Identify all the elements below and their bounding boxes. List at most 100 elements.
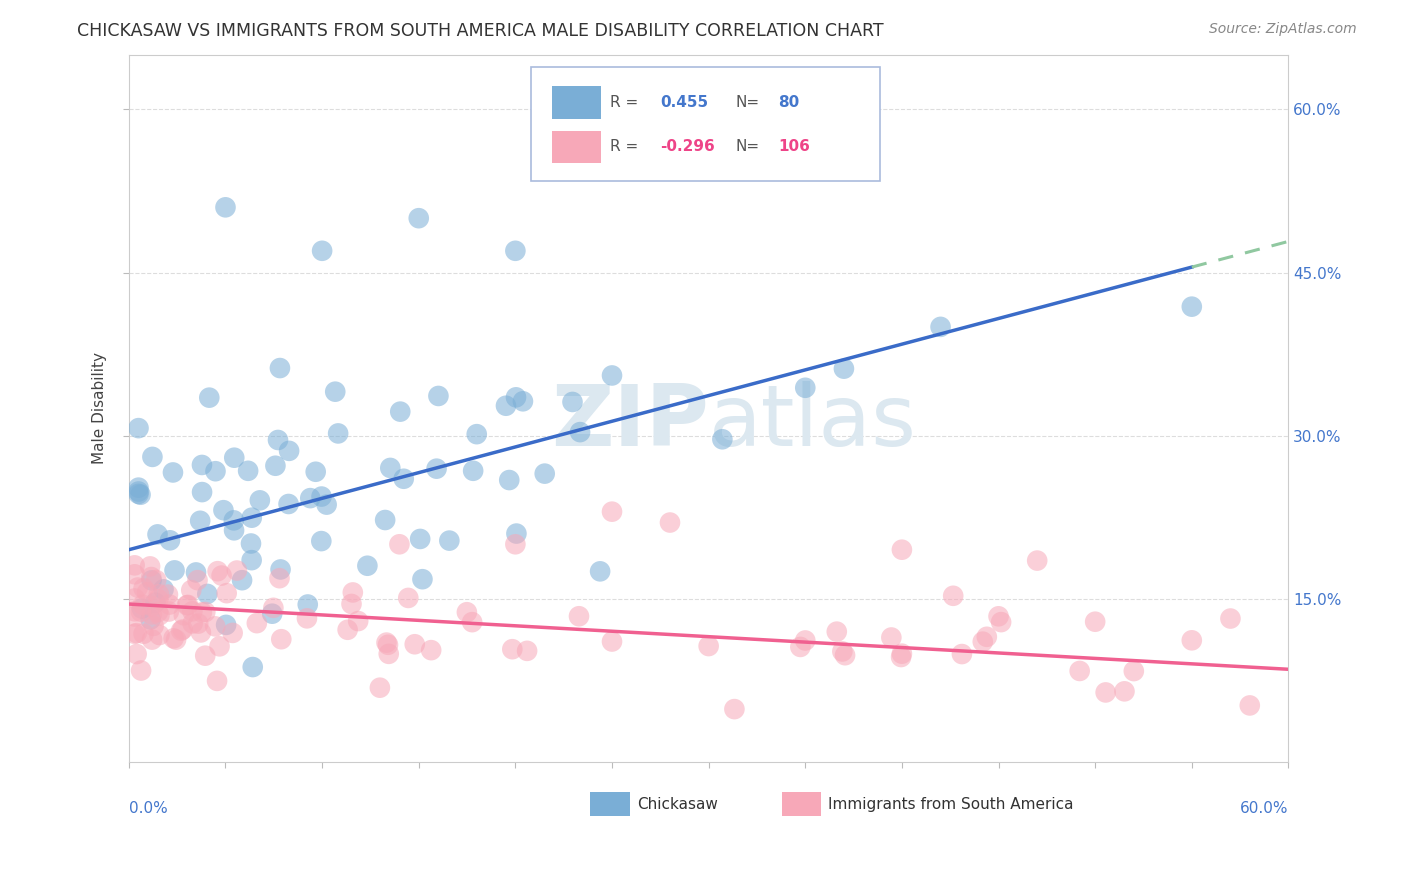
Point [156, 588, 179, 602]
Point [127, 581, 149, 595]
Point [211, 568, 233, 582]
Point [834, 648, 856, 663]
Point [269, 571, 291, 585]
Point [512, 394, 534, 409]
Text: -0.296: -0.296 [659, 139, 714, 154]
Y-axis label: Male Disability: Male Disability [93, 352, 107, 465]
Point [231, 573, 253, 587]
Point [191, 605, 214, 619]
Point [172, 623, 194, 637]
Point [600, 368, 623, 383]
Point [297, 598, 319, 612]
Point [1026, 553, 1049, 567]
Point [195, 587, 218, 601]
Point [890, 542, 912, 557]
Point [505, 390, 527, 404]
Point [145, 573, 167, 587]
Point [498, 473, 520, 487]
Point [184, 566, 207, 580]
Point [240, 553, 263, 567]
Point [311, 534, 333, 549]
Point [225, 564, 247, 578]
Point [141, 599, 163, 614]
Point [176, 599, 198, 613]
Point [278, 443, 301, 458]
Point [162, 466, 184, 480]
Point [375, 635, 398, 649]
Point [145, 596, 167, 610]
Point [221, 626, 243, 640]
Point [148, 608, 170, 623]
FancyBboxPatch shape [531, 67, 880, 181]
Point [890, 650, 912, 665]
Point [569, 425, 592, 439]
Point [516, 644, 538, 658]
Point [465, 427, 488, 442]
Text: 80: 80 [778, 95, 800, 110]
Point [146, 527, 169, 541]
Point [165, 632, 187, 647]
Point [180, 583, 202, 598]
Point [600, 634, 623, 648]
Point [794, 381, 817, 395]
Point [128, 484, 150, 499]
Point [600, 505, 623, 519]
Point [711, 432, 734, 446]
Point [222, 513, 245, 527]
Point [129, 664, 152, 678]
Point [411, 572, 433, 586]
Point [505, 537, 527, 551]
Point [831, 644, 853, 658]
Point [311, 244, 333, 258]
Point [124, 558, 146, 573]
Point [204, 619, 226, 633]
Point [236, 464, 259, 478]
Point [136, 585, 159, 599]
Text: Chickasaw: Chickasaw [637, 797, 717, 812]
Point [159, 598, 181, 612]
Text: 0.0%: 0.0% [129, 800, 167, 815]
Point [880, 631, 903, 645]
Point [270, 632, 292, 647]
Point [132, 626, 155, 640]
Point [159, 533, 181, 548]
Point [141, 570, 163, 584]
Point [132, 598, 155, 612]
Point [789, 640, 811, 654]
Point [131, 601, 153, 615]
Point [825, 624, 848, 639]
Point [890, 647, 912, 661]
FancyBboxPatch shape [591, 792, 630, 816]
Point [162, 632, 184, 646]
Point [142, 619, 165, 633]
Text: 0.455: 0.455 [659, 95, 709, 110]
Point [533, 467, 555, 481]
Point [141, 450, 163, 464]
Text: R =: R = [610, 95, 638, 110]
Point [505, 244, 527, 258]
Point [1069, 664, 1091, 678]
Point [186, 573, 208, 587]
Point [976, 630, 998, 644]
Point [190, 625, 212, 640]
Point [212, 503, 235, 517]
Point [1114, 684, 1136, 698]
Point [207, 564, 229, 578]
Point [392, 472, 415, 486]
Point [427, 389, 450, 403]
Point [336, 623, 359, 637]
Point [568, 609, 591, 624]
Text: ZIP: ZIP [551, 381, 709, 464]
Point [204, 464, 226, 478]
Point [240, 510, 263, 524]
Point [262, 600, 284, 615]
Point [214, 200, 236, 214]
Text: R =: R = [610, 139, 638, 154]
Point [380, 461, 402, 475]
Point [389, 404, 412, 418]
Point [589, 565, 612, 579]
Point [374, 513, 396, 527]
Text: Immigrants from South America: Immigrants from South America [828, 797, 1074, 812]
Point [170, 624, 193, 638]
Point [561, 395, 583, 409]
